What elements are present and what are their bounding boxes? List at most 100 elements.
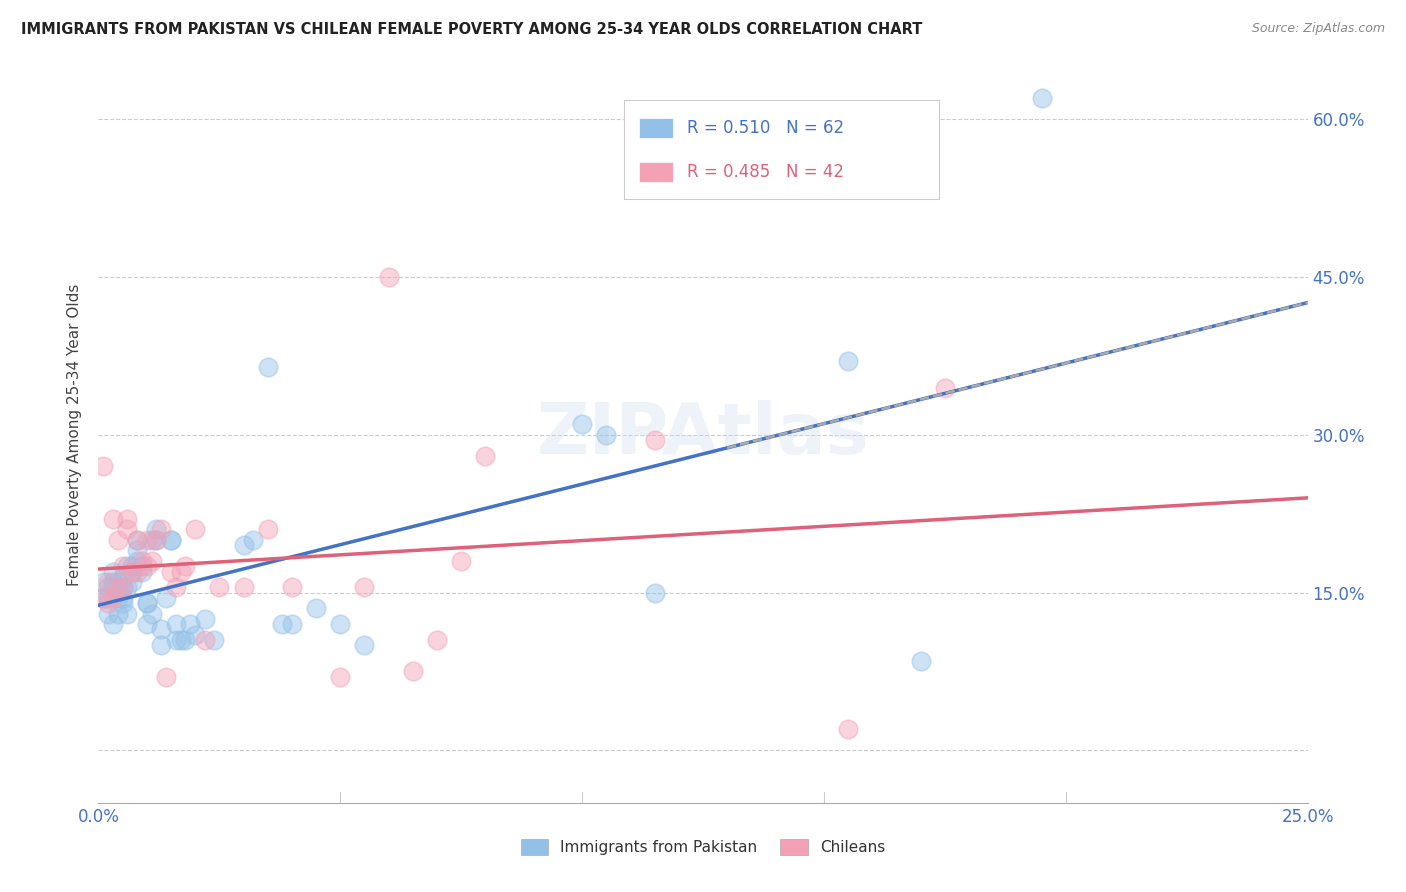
Point [329, 617, 352, 632]
Point [97, 607, 120, 621]
Point [107, 575, 129, 590]
Point [271, 617, 294, 632]
Point [837, 723, 859, 737]
Point [111, 580, 134, 594]
Text: R = 0.485   N = 42: R = 0.485 N = 42 [688, 163, 844, 181]
Point [141, 607, 163, 621]
Point [131, 554, 153, 568]
Point [127, 533, 149, 547]
Point [305, 601, 328, 615]
Point [145, 533, 167, 547]
Point [165, 580, 187, 594]
Point [160, 533, 183, 547]
Y-axis label: Female Poverty Among 25-34 Year Olds: Female Poverty Among 25-34 Year Olds [67, 284, 83, 586]
Point [232, 580, 254, 594]
Point [101, 512, 124, 526]
Point [150, 523, 173, 537]
Legend: Immigrants from Pakistan, Chileans: Immigrants from Pakistan, Chileans [515, 833, 891, 862]
Point [121, 565, 143, 579]
Point [127, 543, 149, 558]
Point [353, 638, 375, 652]
Point [1031, 91, 1053, 105]
Point [131, 559, 153, 574]
Bar [638, 161, 673, 183]
Point [160, 533, 183, 547]
Point [107, 591, 129, 605]
Point [571, 417, 593, 432]
Point [107, 607, 129, 621]
Point [281, 617, 304, 632]
Point [101, 591, 124, 605]
Point [97, 575, 120, 590]
Point [644, 433, 666, 447]
Point [117, 580, 139, 594]
Point [111, 596, 134, 610]
Point [208, 580, 231, 594]
Point [111, 591, 134, 605]
Point [117, 512, 139, 526]
Point [135, 596, 157, 610]
Point [97, 591, 120, 605]
Text: IMMIGRANTS FROM PAKISTAN VS CHILEAN FEMALE POVERTY AMONG 25-34 YEAR OLDS CORRELA: IMMIGRANTS FROM PAKISTAN VS CHILEAN FEMA… [21, 22, 922, 37]
Bar [638, 118, 673, 138]
Point [169, 565, 191, 579]
Point [155, 591, 177, 605]
Point [194, 632, 217, 647]
Point [101, 575, 124, 590]
Text: ZIPAtlas: ZIPAtlas [537, 401, 869, 469]
Point [97, 580, 120, 594]
Point [165, 617, 187, 632]
Point [135, 617, 157, 632]
Point [450, 554, 472, 568]
Point [91, 591, 114, 605]
Point [91, 459, 114, 474]
Point [165, 632, 187, 647]
Point [179, 617, 201, 632]
Text: R = 0.510   N = 62: R = 0.510 N = 62 [688, 119, 845, 137]
FancyBboxPatch shape [624, 100, 939, 200]
Point [934, 380, 956, 394]
Point [150, 623, 173, 637]
Point [256, 359, 278, 374]
Point [377, 270, 399, 285]
Point [101, 580, 124, 594]
Point [160, 565, 183, 579]
Point [127, 533, 149, 547]
Point [117, 523, 139, 537]
Point [837, 354, 859, 368]
Point [204, 632, 226, 647]
Point [101, 565, 124, 579]
Point [595, 428, 617, 442]
Point [474, 449, 496, 463]
Point [91, 575, 114, 590]
Point [910, 654, 932, 668]
Point [426, 632, 449, 647]
Point [127, 554, 149, 568]
Point [111, 580, 134, 594]
Point [169, 632, 191, 647]
Point [141, 554, 163, 568]
Point [256, 523, 278, 537]
Point [107, 580, 129, 594]
Text: Source: ZipAtlas.com: Source: ZipAtlas.com [1251, 22, 1385, 36]
Point [232, 538, 254, 552]
Point [194, 612, 217, 626]
Point [135, 596, 157, 610]
Point [184, 627, 207, 641]
Point [117, 559, 139, 574]
Point [111, 570, 134, 584]
Point [281, 580, 304, 594]
Point [184, 523, 207, 537]
Point [97, 596, 120, 610]
Point [135, 559, 157, 574]
Point [107, 533, 129, 547]
Point [117, 607, 139, 621]
Point [131, 565, 153, 579]
Point [121, 565, 143, 579]
Point [174, 632, 197, 647]
Point [121, 559, 143, 574]
Point [353, 580, 375, 594]
Point [111, 559, 134, 574]
Point [150, 638, 173, 652]
Point [174, 559, 197, 574]
